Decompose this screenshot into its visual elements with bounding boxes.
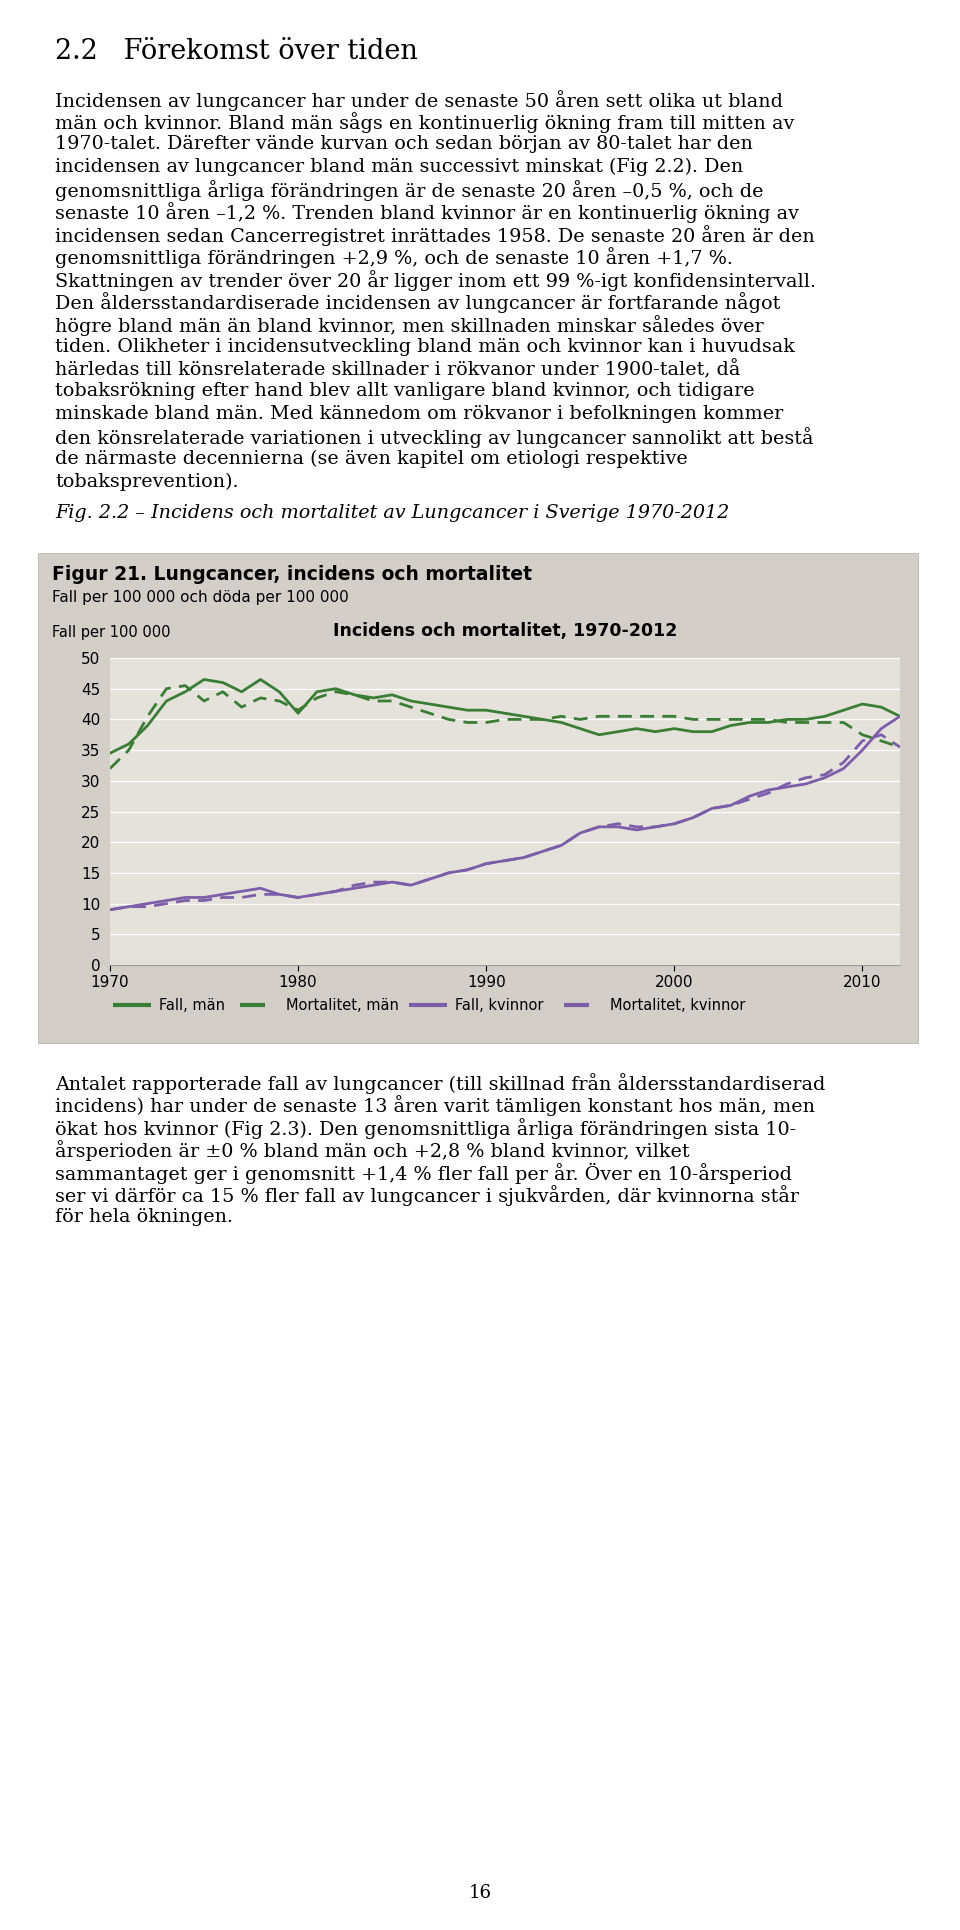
Text: Fig. 2.2 – Incidens och mortalitet av Lungcancer i Sverige 1970-2012: Fig. 2.2 – Incidens och mortalitet av Lu… xyxy=(55,504,730,521)
Text: minskade bland män. Med kännedom om rökvanor i befolkningen kommer: minskade bland män. Med kännedom om rökv… xyxy=(55,405,783,423)
Text: incidensen av lungcancer bland män successivt minskat (Fig 2.2). Den: incidensen av lungcancer bland män succe… xyxy=(55,158,743,176)
Text: Fall, kvinnor: Fall, kvinnor xyxy=(455,998,543,1013)
Text: tiden. Olikheter i incidensutveckling bland män och kvinnor kan i huvudsak: tiden. Olikheter i incidensutveckling bl… xyxy=(55,338,795,355)
Text: senaste 10 åren –1,2 %. Trenden bland kvinnor är en kontinuerlig ökning av: senaste 10 åren –1,2 %. Trenden bland kv… xyxy=(55,203,799,224)
Text: Fall, män: Fall, män xyxy=(159,998,225,1013)
Text: Figur 21. Lungcancer, incidens och mortalitet: Figur 21. Lungcancer, incidens och morta… xyxy=(52,565,532,585)
Text: årsperioden är ±0 % bland män och +2,8 % bland kvinnor, vilket: årsperioden är ±0 % bland män och +2,8 %… xyxy=(55,1141,689,1162)
Text: Den åldersstandardiserade incidensen av lungcancer är fortfarande något: Den åldersstandardiserade incidensen av … xyxy=(55,293,780,313)
Text: tobaksrökning efter hand blev allt vanligare bland kvinnor, och tidigare: tobaksrökning efter hand blev allt vanli… xyxy=(55,382,755,401)
Text: ser vi därför ca 15 % fler fall av lungcancer i sjukvården, där kvinnorna står: ser vi därför ca 15 % fler fall av lungc… xyxy=(55,1185,799,1206)
Text: incidensen sedan Cancerregistret inrättades 1958. De senaste 20 åren är den: incidensen sedan Cancerregistret inrätta… xyxy=(55,226,815,245)
Text: 2.2   Förekomst över tiden: 2.2 Förekomst över tiden xyxy=(55,39,418,66)
Text: Fall per 100 000: Fall per 100 000 xyxy=(52,625,171,641)
Text: Fall per 100 000 och döda per 100 000: Fall per 100 000 och döda per 100 000 xyxy=(52,591,348,604)
Text: högre bland män än bland kvinnor, men skillnaden minskar således över: högre bland män än bland kvinnor, men sk… xyxy=(55,315,763,336)
Text: Incidensen av lungcancer har under de senaste 50 åren sett olika ut bland: Incidensen av lungcancer har under de se… xyxy=(55,91,783,110)
Text: Antalet rapporterade fall av lungcancer (till skillnad från åldersstandardiserad: Antalet rapporterade fall av lungcancer … xyxy=(55,1073,826,1094)
Text: härledas till könsrelaterade skillnader i rökvanor under 1900-talet, då: härledas till könsrelaterade skillnader … xyxy=(55,361,740,380)
Text: tobaksprevention).: tobaksprevention). xyxy=(55,473,238,490)
Text: 1970-talet. Därefter vände kurvan och sedan början av 80-talet har den: 1970-talet. Därefter vände kurvan och se… xyxy=(55,135,753,152)
Text: Incidens och mortalitet, 1970-2012: Incidens och mortalitet, 1970-2012 xyxy=(333,621,677,639)
Text: Mortalitet, män: Mortalitet, män xyxy=(286,998,398,1013)
Text: ökat hos kvinnor (Fig 2.3). Den genomsnittliga årliga förändringen sista 10-: ökat hos kvinnor (Fig 2.3). Den genomsni… xyxy=(55,1117,796,1139)
Text: incidens) har under de senaste 13 åren varit tämligen konstant hos män, men: incidens) har under de senaste 13 åren v… xyxy=(55,1096,815,1116)
Text: den könsrelaterade variationen i utveckling av lungcancer sannolikt att bestå: den könsrelaterade variationen i utveckl… xyxy=(55,428,813,448)
Text: män och kvinnor. Bland män sågs en kontinuerlig ökning fram till mitten av: män och kvinnor. Bland män sågs en konti… xyxy=(55,112,794,133)
Text: genomsnittliga förändringen +2,9 %, och de senaste 10 åren +1,7 %.: genomsnittliga förändringen +2,9 %, och … xyxy=(55,247,732,268)
Text: Skattningen av trender över 20 år ligger inom ett 99 %-igt konfidensintervall.: Skattningen av trender över 20 år ligger… xyxy=(55,270,816,291)
Text: sammantaget ger i genomsnitt +1,4 % fler fall per år. Över en 10-årsperiod: sammantaget ger i genomsnitt +1,4 % fler… xyxy=(55,1164,792,1185)
Text: för hela ökningen.: för hela ökningen. xyxy=(55,1208,233,1226)
Text: de närmaste decennierna (se även kapitel om etiologi respektive: de närmaste decennierna (se även kapitel… xyxy=(55,450,687,469)
Text: genomsnittliga årliga förändringen är de senaste 20 åren –0,5 %, och de: genomsnittliga årliga förändringen är de… xyxy=(55,179,763,201)
Text: Mortalitet, kvinnor: Mortalitet, kvinnor xyxy=(610,998,745,1013)
FancyBboxPatch shape xyxy=(38,554,918,1042)
Text: 16: 16 xyxy=(468,1884,492,1901)
